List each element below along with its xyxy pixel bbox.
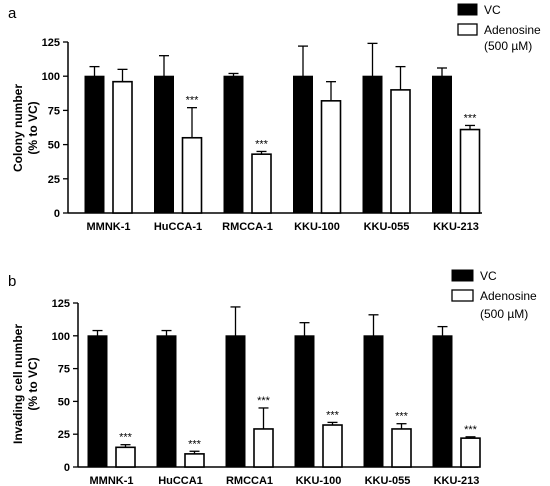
bar-a-adenosine [112,80,133,214]
bar-a-vc [223,75,244,214]
bar-a-vc [362,75,383,214]
bar-a-vc [432,75,452,214]
legend-swatch-adenosine-a [457,23,478,36]
x-tick-label-b: MMNK-1 [90,475,134,486]
x-tick-label-a: KKU-100 [294,221,340,233]
bar-a-vc [154,75,174,214]
bar-b-vc [225,335,246,468]
legend-b: VC Adenosine (500 µM) [451,269,537,321]
bar-b-adenosine [184,453,205,468]
bar-b-adenosine [322,424,343,468]
plot-area-a: 0 25 50 75 100 125 MMNK-1 *** HuCCA-1 *** RMCCA-1 K… [42,37,482,233]
legend-label-adenosine-a: Adenosine [484,23,541,37]
x-tick-label-a: MMNK-1 [87,221,131,233]
x-tick-label-b: RMCCA1 [226,475,273,486]
bar-b-vc [87,335,108,468]
legend-label-vc-a: VC [484,3,501,17]
y-tick-label-a: 125 [42,37,60,49]
significance-label-b: *** [188,438,202,450]
y-tick-label-a: 0 [54,208,60,220]
significance-label-a: *** [255,138,269,150]
y-tick-label-a: 75 [48,105,60,117]
legend-label-adenosine-b: Adenosine [480,289,537,303]
y-tick-label-b: 25 [58,429,70,441]
x-tick-label-a: HuCCA-1 [154,221,202,233]
y-tick-label-b: 75 [58,364,70,376]
x-tick-label-b: HuCCA1 [158,475,203,486]
bar-a-adenosine [390,89,411,214]
y-tick-label-a: 100 [42,71,60,83]
panel-b: b 0 25 50 75 100 125 *** MMNK-1 *** HuCCA1 *** RMCC… [8,269,537,486]
x-tick-label-a: KKU-055 [364,221,410,233]
legend-label-adenosine-dose-a: (500 µM) [484,39,532,53]
bar-b-adenosine [460,437,481,468]
significance-label-b: *** [464,424,478,436]
significance-label-a: *** [464,112,478,124]
y-axis-label-b-line2: (% to VC) [26,357,40,410]
bar-b-adenosine [253,428,274,468]
x-tick-label-b: KKU-213 [434,475,480,486]
legend-swatch-adenosine-b [451,289,474,302]
significance-label-b: *** [326,409,340,421]
y-tick-label-a: 50 [48,140,60,152]
bar-a-vc [84,75,105,214]
x-tick-label-b: KKU-055 [365,475,411,486]
panel-letter-a: a [8,5,17,22]
panel-letter-b: b [8,273,16,290]
bar-b-vc [294,335,315,468]
bar-a-adenosine [459,128,481,214]
y-tick-label-a: 25 [48,174,60,186]
bar-a-vc [293,75,313,214]
bar-a-adenosine [251,153,272,214]
y-tick-label-b: 50 [58,396,70,408]
y-tick-label-b: 100 [52,331,70,343]
y-tick-label-b: 0 [64,462,70,474]
legend-a: VC Adenosine (500 µM) [457,3,541,53]
x-tick-label-b: KKU-100 [296,475,342,486]
significance-label-b: *** [119,432,133,444]
legend-swatch-vc-a [457,3,478,16]
y-axis-label-a-line1: Colony number [11,84,25,172]
bar-a-adenosine [181,136,203,214]
y-axis-label-a-line2: (% to VC) [26,101,40,154]
legend-label-vc-b: VC [480,269,497,283]
panel-a: a 0 25 50 75 100 125 MMNK-1 *** HuCCA-1 *** RMCCA-… [8,3,541,233]
bar-b-vc [363,335,384,468]
x-tick-label-a: RMCCA-1 [222,221,273,233]
y-axis-label-b-line1: Invading cell number [11,324,25,444]
bar-b-adenosine [115,446,136,468]
bar-b-vc [156,335,177,468]
bar-b-adenosine [391,428,412,468]
legend-swatch-vc-b [451,269,474,282]
significance-label-b: *** [395,411,409,423]
bar-a-adenosine [320,100,342,214]
legend-label-adenosine-dose-b: (500 µM) [480,307,528,321]
bar-b-vc [432,335,453,468]
plot-area-b: 0 25 50 75 100 125 *** MMNK-1 *** HuCCA1 *** RMCCA1… [52,298,481,486]
significance-label-a: *** [186,95,200,107]
significance-label-b: *** [257,395,271,407]
y-tick-label-b: 125 [52,298,70,310]
x-tick-label-a: KKU-213 [433,221,479,233]
